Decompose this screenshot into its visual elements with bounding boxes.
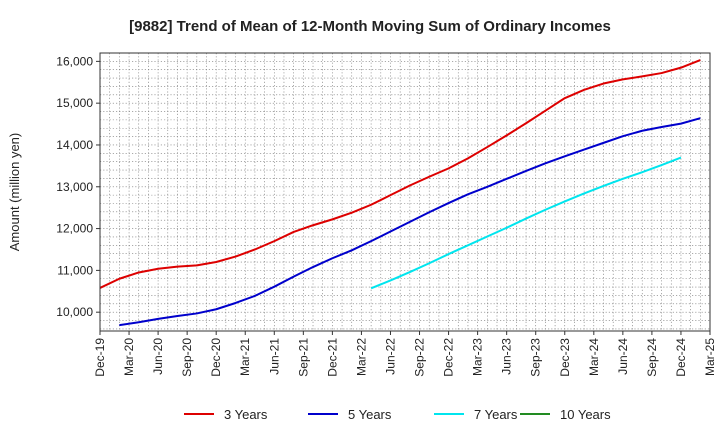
x-tick-label: Dec-21 xyxy=(325,338,339,377)
legend-label: 10 Years xyxy=(560,407,611,422)
x-tick-label: Mar-21 xyxy=(238,338,252,376)
x-tick-label: Sep-24 xyxy=(645,338,659,377)
x-tick-label: Jun-21 xyxy=(267,338,281,375)
plot-frame xyxy=(99,52,711,332)
y-tick-label: 15,000 xyxy=(56,96,93,110)
x-tick-label: Jun-23 xyxy=(500,338,514,375)
y-tick-label: 16,000 xyxy=(56,54,93,68)
y-tick-label: 10,000 xyxy=(56,305,93,319)
y-tick-label: 12,000 xyxy=(56,222,93,236)
x-tick-label: Sep-21 xyxy=(296,338,310,377)
y-axis-ticks: 10,000 11,000 12,000 13,000 14,000 15,000 16,0… xyxy=(56,54,100,319)
series-line-3-years xyxy=(99,59,701,289)
x-tick-label: Sep-23 xyxy=(529,338,543,377)
x-tick-label: Sep-22 xyxy=(413,338,427,377)
y-axis-label: Amount (million yen) xyxy=(7,133,22,252)
series-group xyxy=(99,59,701,327)
y-tick-label: 11,000 xyxy=(57,263,93,277)
x-tick-label: Jun-22 xyxy=(383,338,397,375)
series-line-7-years xyxy=(370,156,682,290)
y-tick-label: 13,000 xyxy=(56,180,93,194)
x-tick-label: Mar-24 xyxy=(587,338,601,376)
series-line-5-years xyxy=(119,117,701,327)
x-tick-label: Dec-24 xyxy=(674,338,688,377)
x-tick-label: Mar-20 xyxy=(122,338,136,376)
x-tick-label: Dec-20 xyxy=(209,338,223,377)
legend-label: 3 Years xyxy=(224,407,268,422)
x-tick-label: Mar-25 xyxy=(703,338,717,376)
x-tick-label: Jun-24 xyxy=(616,338,630,375)
x-tick-label: Dec-19 xyxy=(93,338,107,377)
x-tick-label: Mar-23 xyxy=(471,338,485,376)
legend-label: 5 Years xyxy=(348,407,392,422)
grid xyxy=(100,52,710,331)
x-tick-label: Dec-23 xyxy=(558,338,572,377)
x-tick-label: Jun-20 xyxy=(151,338,165,375)
x-tick-label: Sep-20 xyxy=(180,338,194,377)
legend: 3 Years 5 Years 7 Years 10 Years xyxy=(184,407,611,422)
x-tick-label: Mar-22 xyxy=(354,338,368,376)
x-axis-ticks: Dec-19 Mar-20 Jun-20 Sep-20 Dec-20 Mar-21 Jun-… xyxy=(93,331,717,377)
x-tick-label: Dec-22 xyxy=(442,338,456,377)
chart-title: [9882] Trend of Mean of 12-Month Moving … xyxy=(129,18,611,35)
y-tick-label: 14,000 xyxy=(56,138,93,152)
legend-label: 7 Years xyxy=(474,407,518,422)
